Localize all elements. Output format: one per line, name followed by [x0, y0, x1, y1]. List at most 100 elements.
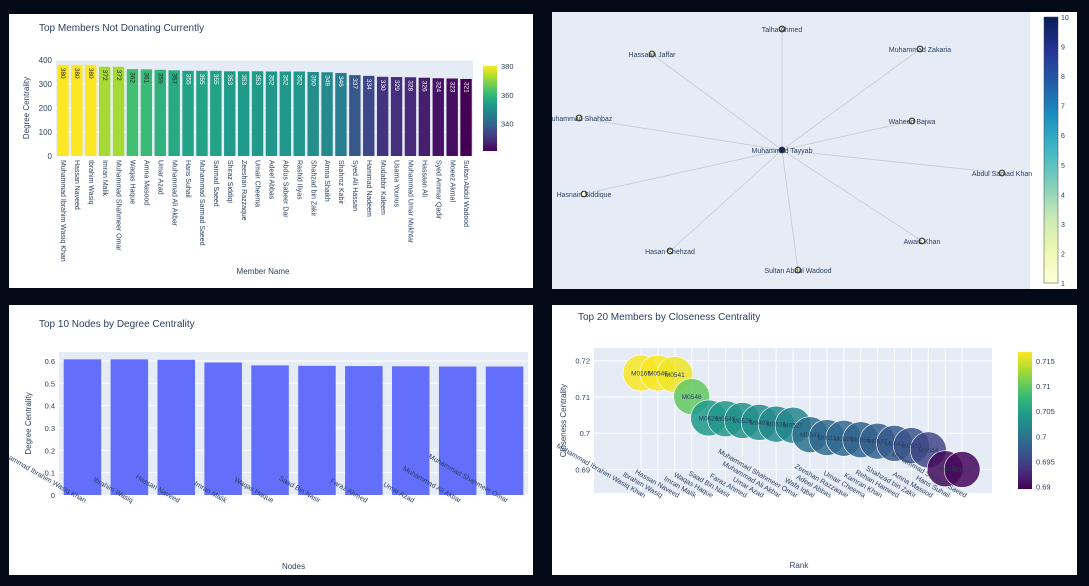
- bar-value-label: 355: [212, 74, 219, 85]
- bar-value-label: 353: [240, 74, 247, 85]
- colorbar-tick: 3: [1061, 222, 1065, 229]
- colorbar: [483, 66, 497, 151]
- network-node: [778, 25, 786, 33]
- bar: [363, 75, 375, 156]
- network-node: [908, 117, 916, 125]
- y-tick-label: 0.6: [45, 357, 55, 366]
- bar-value-label: 361: [143, 72, 150, 83]
- y-tick-label: 300: [39, 80, 53, 89]
- member-bar-panel: 0 100 200 300 400 380 Muhammad Ibrahim Wasiq K…: [9, 14, 533, 288]
- network-graph: Talha Ahmed Muhammad Zakaria Hassaan Jaffa…: [552, 12, 1069, 289]
- network-node: [916, 45, 924, 53]
- colorbar-tick: 0.705: [1036, 407, 1055, 416]
- x-tick-label: Ibrahim Wasiq: [87, 160, 94, 205]
- x-tick-label: Zeeshan Razzaque: [240, 160, 247, 221]
- x-axis-title: Rank: [790, 561, 810, 570]
- bar-value-label: 352: [296, 75, 303, 86]
- colorbar-tick: 4: [1061, 192, 1065, 199]
- node-label: Hasnain Siddique: [557, 192, 612, 199]
- bar: [460, 78, 472, 156]
- bar: [446, 78, 458, 156]
- y-axis-title: Degree Centrality: [24, 392, 33, 454]
- colorbar-tick: 9: [1061, 45, 1065, 52]
- y-axis-title: Closeness Centrality: [559, 384, 568, 457]
- bar: [404, 77, 417, 156]
- bar-value-label: 362: [129, 72, 136, 83]
- node-label: Sultan Abdul Wadood: [764, 268, 831, 275]
- network-node: [998, 169, 1006, 177]
- bubble-label: M0544: [918, 447, 938, 454]
- x-tick-label: Imran Malik: [101, 160, 108, 197]
- bar-value-label: 330: [379, 80, 386, 91]
- bar: [224, 71, 236, 156]
- y-tick-label: 0.72: [575, 357, 590, 366]
- bubble-label: M0519: [901, 443, 921, 450]
- bar: [182, 70, 194, 156]
- bar-value-label: 321: [462, 82, 469, 93]
- x-tick-label: Shahzad bin Zakir: [309, 160, 316, 217]
- edge: [781, 149, 1003, 174]
- bar-value-label: 372: [101, 70, 108, 81]
- x-axis-title: Member Name: [237, 267, 290, 276]
- colorbar-tick: 10: [1061, 15, 1069, 22]
- bar: [237, 71, 250, 156]
- x-tick-label: Hassan Naveed: [73, 160, 80, 210]
- bubble-label: M0534: [952, 467, 972, 474]
- edge: [583, 149, 783, 195]
- bar-value-label: 326: [421, 81, 428, 92]
- x-tick-label: Shahroz Kabir: [337, 160, 344, 205]
- network-panel: Talha Ahmed Muhammad Zakaria Hassaan Jaffa…: [552, 12, 1077, 289]
- x-tick-label: Moeez Akmal: [448, 160, 455, 202]
- network-node: [666, 247, 674, 255]
- x-tick-label: Mudabbir Kaleem: [379, 160, 386, 215]
- y-axis-title: Degree Centrality: [22, 77, 31, 139]
- bar: [432, 78, 444, 156]
- colorbar-tick: 0.7: [1036, 432, 1046, 441]
- bar: [293, 71, 305, 156]
- bar: [279, 71, 292, 156]
- bar-value-label: 355: [198, 74, 205, 85]
- bubble-label: M0556: [851, 437, 871, 444]
- y-tick-label: 100: [39, 128, 53, 137]
- x-tick-label: Haris Suhail: [184, 160, 191, 198]
- x-tick-label: Rashid Iliyas: [295, 160, 302, 200]
- x-tick-label: Adeel Abbas: [268, 160, 275, 200]
- bar: [390, 77, 403, 156]
- edge: [669, 149, 783, 252]
- node-label: Abdul Samad Khan: [972, 171, 1032, 178]
- y-tick-label: 0.69: [575, 465, 590, 474]
- y-tick-label: 0.2: [45, 446, 55, 455]
- bar: [57, 64, 69, 156]
- network-node: [648, 50, 656, 58]
- edge: [781, 120, 913, 151]
- bubble-label: M0165: [631, 371, 651, 378]
- bar: [418, 77, 431, 156]
- chart-title: Top Members Not Donating Currently: [39, 23, 204, 34]
- bar: [112, 66, 125, 156]
- colorbar-tick: 6: [1061, 133, 1065, 140]
- y-tick-label: 0.7: [580, 429, 590, 438]
- colorbar-tick: 360: [501, 91, 514, 100]
- bubble-label: M0537: [868, 439, 888, 446]
- bubble-label: M0526: [766, 422, 786, 429]
- bar: [335, 72, 347, 156]
- x-tick-label: Abdus Sabeer Dar: [282, 160, 289, 218]
- y-tick-label: 0: [51, 491, 55, 500]
- y-tick-label: 0.3: [45, 424, 55, 433]
- bar-value-label: 346: [337, 76, 344, 87]
- bar-value-label: 380: [59, 68, 66, 79]
- y-tick-label: 0.71: [575, 393, 590, 402]
- bar-value-label: 352: [268, 75, 275, 86]
- node-label: Talha Ahmed: [762, 27, 803, 34]
- bar-value-label: 380: [87, 68, 94, 79]
- colorbar: [1018, 352, 1032, 489]
- x-tick-label: Muhammad Umar Mukhtar: [407, 160, 414, 244]
- y-tick-label: 400: [39, 56, 53, 65]
- x-tick-label: Syed Ali Hassan: [351, 160, 358, 211]
- bar-value-label: 353: [226, 74, 233, 85]
- bar-value-label: 352: [282, 75, 289, 86]
- bar: [349, 75, 361, 156]
- colorbar-tick: 5: [1061, 163, 1065, 170]
- bar-value-label: 334: [365, 79, 372, 90]
